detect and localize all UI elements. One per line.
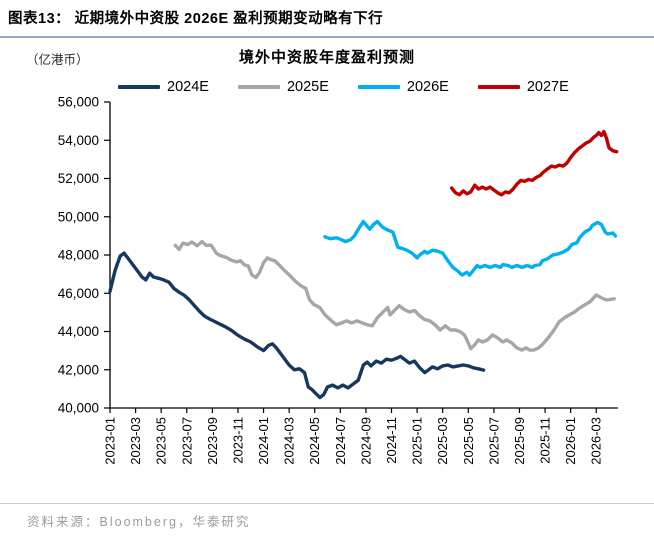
legend-line-swatch bbox=[118, 85, 160, 89]
legend-item-2027e: 2027E bbox=[477, 79, 569, 95]
x-tick-label: 2024-05 bbox=[307, 417, 322, 465]
y-tick-label: 42,000 bbox=[58, 362, 99, 377]
series-line-2026e bbox=[323, 219, 618, 277]
legend-item-2024e: 2024E bbox=[118, 79, 209, 95]
x-tick-label: 2025-01 bbox=[410, 417, 425, 465]
x-tick-label: 2025-07 bbox=[486, 417, 501, 465]
x-tick-label: 2026-01 bbox=[563, 417, 578, 465]
y-tick-label: 56,000 bbox=[58, 95, 99, 110]
x-tick-label: 2023-09 bbox=[205, 417, 220, 465]
legend-line-swatch bbox=[237, 85, 280, 89]
x-tick-label: 2024-03 bbox=[282, 417, 297, 465]
legend-label: 2026E bbox=[406, 79, 449, 95]
x-tick-label: 2024-07 bbox=[333, 417, 348, 465]
y-axis-unit-label: （亿港币） bbox=[26, 53, 89, 67]
series-line-2024e bbox=[108, 251, 486, 400]
x-tick-label: 2023-11 bbox=[230, 417, 245, 464]
y-tick-label: 50,000 bbox=[58, 209, 99, 224]
y-tick-label: 48,000 bbox=[58, 248, 99, 263]
chart-title: 境外中资股年度盈利预测 bbox=[238, 49, 415, 66]
x-tick-label: 2023-03 bbox=[128, 417, 143, 465]
legend-line-swatch bbox=[477, 85, 520, 89]
series-line-2027e bbox=[450, 129, 619, 197]
header-divider bbox=[0, 36, 654, 38]
axis-lines bbox=[109, 102, 618, 409]
y-tick-label: 52,000 bbox=[58, 171, 99, 186]
x-tick-label: 2025-05 bbox=[461, 417, 476, 465]
y-tick-label: 44,000 bbox=[58, 324, 99, 339]
legend-label: 2025E bbox=[286, 79, 329, 95]
legend-label: 2027E bbox=[526, 79, 569, 95]
x-tick-label: 2023-01 bbox=[103, 417, 118, 465]
legend-label: 2024E bbox=[167, 79, 209, 95]
figure-title: 图表13： 近期境外中资股 2026E 盈利预期变动略有下行 bbox=[8, 11, 384, 27]
x-tick-label: 2025-09 bbox=[512, 417, 527, 465]
x-tick-label: 2023-05 bbox=[154, 417, 169, 465]
legend-line-swatch bbox=[357, 85, 400, 89]
x-tick-label: 2024-09 bbox=[358, 417, 373, 465]
legend-item-2025e: 2025E bbox=[237, 79, 329, 95]
y-tick-label: 46,000 bbox=[58, 286, 99, 301]
source-note: 资料来源：Bloomberg，华泰研究 bbox=[27, 515, 251, 529]
series-line-2025e bbox=[173, 239, 616, 352]
x-tick-label: 2025-11 bbox=[538, 417, 553, 464]
footer-divider bbox=[0, 503, 654, 504]
x-tick-label: 2023-07 bbox=[179, 417, 194, 465]
y-tick-label: 40,000 bbox=[58, 401, 99, 416]
x-tick-label: 2024-01 bbox=[256, 417, 271, 465]
x-tick-label: 2025-03 bbox=[435, 417, 450, 465]
x-tick-label: 2024-11 bbox=[384, 417, 399, 464]
chart-legend: 2024E 2025E 2026E 2027E bbox=[118, 79, 569, 95]
x-tick-label: 2026-03 bbox=[589, 417, 604, 465]
y-tick-label: 54,000 bbox=[58, 133, 99, 148]
legend-item-2026e: 2026E bbox=[357, 79, 449, 95]
